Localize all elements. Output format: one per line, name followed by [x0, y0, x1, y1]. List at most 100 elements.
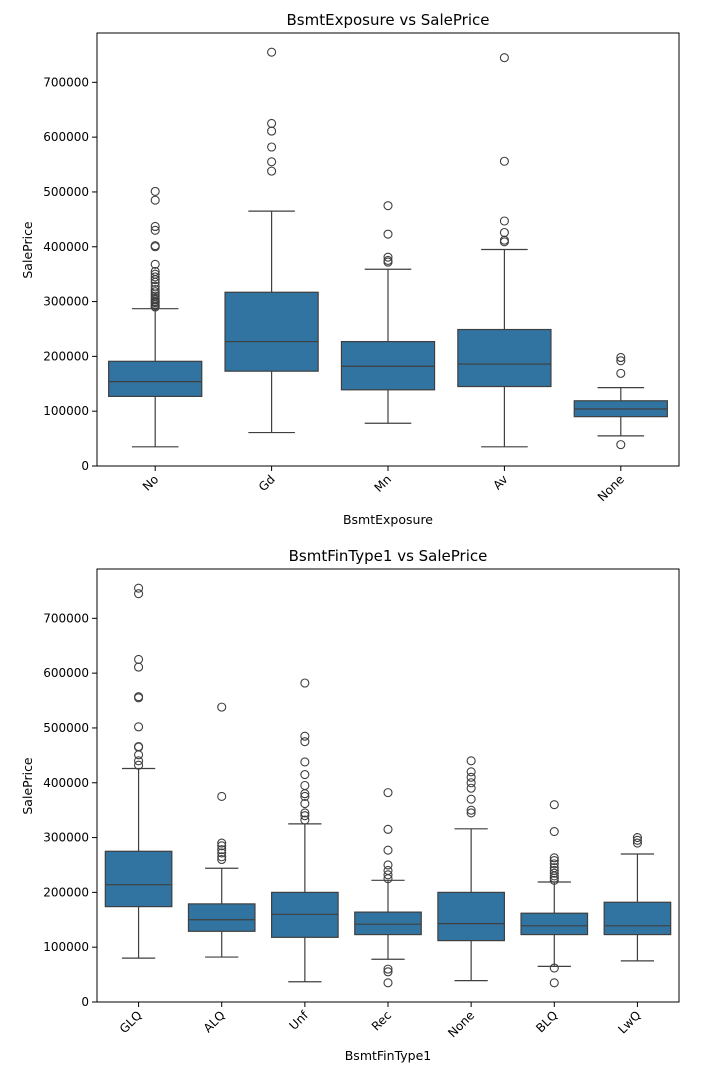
outlier-point — [150, 221, 160, 232]
outlier-point — [549, 865, 559, 876]
box-iqr — [520, 912, 589, 936]
y-tick-label: 300000 — [43, 831, 89, 845]
outlier-point — [134, 742, 144, 752]
outlier-point — [217, 852, 227, 862]
x-tick-label: None — [445, 1008, 477, 1040]
outlier-point — [549, 963, 559, 973]
box-iqr — [224, 291, 319, 372]
outlier-point — [134, 760, 144, 770]
outlier-point — [499, 216, 509, 226]
outlier-point — [150, 225, 160, 235]
y-tick-label: 500000 — [43, 185, 89, 199]
y-tick-label: 200000 — [43, 349, 89, 363]
box-glq — [104, 583, 173, 959]
outlier-point — [549, 875, 559, 885]
box-lwq — [603, 833, 672, 962]
box-iqr — [354, 911, 422, 936]
box-none — [437, 756, 505, 982]
x-tick-label: Unf — [286, 1008, 311, 1033]
outlier-point — [616, 440, 626, 450]
box-no — [108, 186, 203, 448]
x-tick-label: Gd — [256, 472, 278, 494]
y-axis-label: SalePrice — [20, 757, 35, 815]
box-av — [457, 53, 552, 448]
box-blq — [520, 800, 589, 988]
box-none — [573, 352, 668, 450]
outlier-point — [300, 678, 310, 688]
outlier-point — [549, 863, 559, 873]
outlier-point — [134, 692, 144, 702]
outlier-point — [300, 815, 310, 825]
outlier-point — [150, 241, 160, 251]
box-iqr — [108, 360, 203, 397]
outlier-point — [549, 800, 559, 810]
outlier-point — [383, 964, 393, 974]
box-gd — [224, 47, 319, 434]
y-tick-label: 700000 — [43, 611, 89, 625]
outlier-point — [300, 791, 310, 802]
y-axis-label: SalePrice — [20, 221, 35, 279]
outlier-point — [549, 978, 559, 988]
x-tick-label: None — [595, 472, 627, 504]
outlier-point — [549, 868, 559, 878]
outlier-point — [217, 841, 227, 851]
outlier-point — [134, 750, 144, 760]
outlier-point — [383, 255, 393, 266]
box-unf — [271, 678, 339, 983]
outlier-point — [300, 811, 310, 821]
y-tick-label: 100000 — [43, 404, 89, 418]
outlier-point — [616, 352, 626, 363]
outlier-point — [150, 259, 160, 269]
y-tick-label: 600000 — [43, 130, 89, 144]
y-tick-label: 700000 — [43, 75, 89, 89]
box-iqr — [603, 901, 672, 936]
outlier-point — [466, 767, 476, 777]
x-axis-label: BsmtExposure — [343, 512, 433, 527]
box-iqr — [104, 850, 173, 908]
outlier-point — [466, 772, 476, 782]
outlier-point — [499, 156, 509, 166]
x-tick-label: Rec — [369, 1008, 394, 1033]
outlier-point — [300, 737, 310, 747]
outlier-point — [217, 791, 227, 802]
outlier-point — [134, 722, 144, 732]
outlier-point — [466, 778, 476, 788]
chart-title: BsmtFinType1 vs SalePrice — [289, 547, 488, 565]
outlier-point — [616, 356, 626, 366]
y-tick-label: 500000 — [43, 721, 89, 735]
x-tick-label: GLQ — [117, 1008, 145, 1036]
outlier-point — [217, 848, 227, 858]
outlier-point — [300, 780, 310, 791]
outlier-point — [267, 166, 277, 176]
x-tick-label: Mn — [372, 472, 395, 495]
outlier-point — [383, 967, 393, 977]
outlier-point — [466, 808, 476, 818]
outlier-point — [549, 859, 559, 869]
outlier-point — [134, 654, 144, 664]
outlier-point — [383, 978, 393, 988]
outlier-point — [267, 142, 277, 152]
outlier-point — [134, 583, 144, 593]
x-tick-label: No — [140, 472, 161, 493]
outlier-point — [150, 195, 160, 205]
y-tick-label: 0 — [81, 995, 89, 1009]
x-tick-label: ALQ — [201, 1008, 228, 1035]
outlier-point — [150, 186, 160, 196]
y-tick-label: 100000 — [43, 940, 89, 954]
outlier-point — [466, 794, 476, 804]
outlier-point — [549, 856, 559, 866]
outlier-point — [383, 865, 393, 876]
box-mn — [340, 201, 436, 424]
outlier-point — [150, 284, 160, 295]
box-alq — [187, 702, 256, 958]
y-tick-label: 600000 — [43, 666, 89, 680]
x-tick-label: LwQ — [615, 1008, 643, 1036]
outlier-point — [134, 756, 144, 766]
outlier-point — [134, 589, 144, 599]
outlier-point — [383, 824, 393, 834]
outlier-point — [300, 757, 310, 767]
outlier-point — [150, 291, 160, 301]
x-axis-label: BsmtFinType1 — [345, 1048, 432, 1063]
outlier-point — [383, 201, 393, 211]
